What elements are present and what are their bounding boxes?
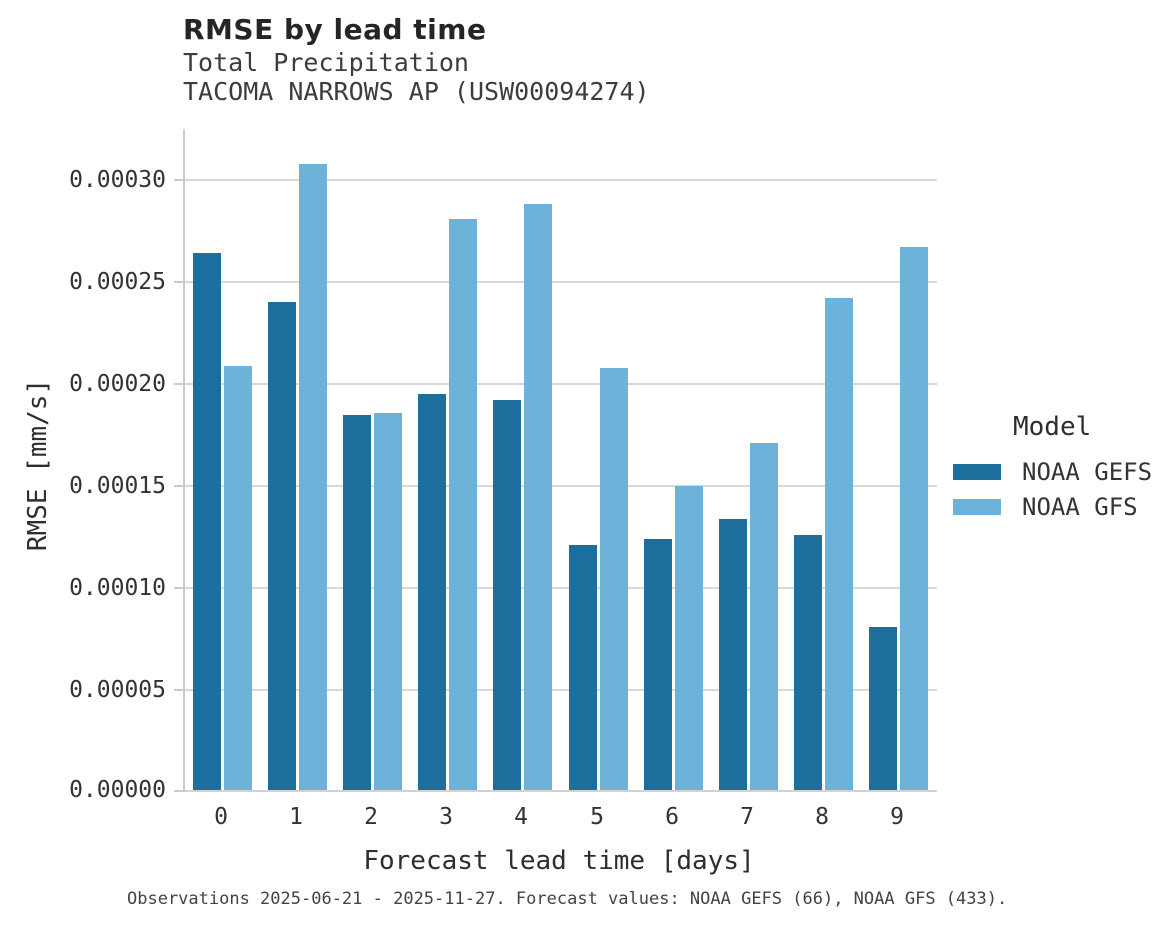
bar-noaa-gefs-lead-8: [794, 535, 822, 790]
y-tick-label: 0.00020: [69, 371, 166, 397]
legend-entry-noaa-gfs: NOAA GFS: [953, 489, 1152, 524]
x-tick-label: 2: [364, 804, 378, 830]
x-tick-label: 8: [815, 804, 829, 830]
plot-area: [174, 129, 937, 792]
y-tick-label: 0.00010: [69, 575, 166, 601]
y-tick-mark: [174, 790, 183, 792]
chart-subtitle-station: TACOMA NARROWS AP (USW00094274): [183, 77, 650, 106]
chart-title: RMSE by lead time: [183, 13, 487, 46]
x-tick-label: 5: [590, 804, 604, 830]
y-tick-mark: [174, 485, 183, 487]
bar-noaa-gefs-lead-4: [493, 400, 521, 790]
bar-noaa-gefs-lead-9: [869, 627, 897, 790]
y-tick-label: 0.00005: [69, 677, 166, 703]
gridline: [185, 485, 937, 487]
bar-noaa-gfs-lead-1: [299, 164, 327, 790]
y-tick-mark: [174, 179, 183, 181]
x-tick-label: 0: [214, 804, 228, 830]
bar-noaa-gefs-lead-7: [719, 519, 747, 790]
y-tick-label: 0.00000: [69, 777, 166, 803]
bar-noaa-gfs-lead-2: [374, 413, 402, 790]
x-tick-label: 6: [665, 804, 679, 830]
x-tick-label: 1: [289, 804, 303, 830]
gridline: [185, 383, 937, 385]
y-tick-label: 0.00030: [69, 167, 166, 193]
gridline: [185, 689, 937, 691]
legend-entry-noaa-gefs: NOAA GEFS: [953, 454, 1152, 489]
legend-swatch-icon: [953, 463, 1001, 480]
bar-noaa-gfs-lead-0: [224, 366, 252, 790]
y-tick-mark: [174, 587, 183, 589]
x-tick-label: 4: [514, 804, 528, 830]
bar-noaa-gfs-lead-4: [524, 204, 552, 790]
gridline: [185, 587, 937, 589]
x-axis-title: Forecast lead time [days]: [363, 846, 755, 876]
x-tick-label: 3: [439, 804, 453, 830]
y-tick-label: 0.00015: [69, 473, 166, 499]
x-axis-baseline: [185, 790, 937, 792]
footnote: Observations 2025-06-21 - 2025-11-27. Fo…: [127, 889, 1008, 909]
bar-noaa-gefs-lead-0: [193, 253, 221, 790]
bar-noaa-gfs-lead-6: [675, 486, 703, 790]
legend-entry-label: NOAA GFS: [1022, 492, 1138, 521]
bar-noaa-gfs-lead-3: [449, 219, 477, 790]
bar-noaa-gefs-lead-6: [644, 539, 672, 790]
x-tick-label: 7: [740, 804, 754, 830]
y-tick-mark: [174, 689, 183, 691]
y-tick-label: 0.00025: [69, 269, 166, 295]
gridline: [185, 179, 937, 181]
bar-noaa-gfs-lead-9: [900, 247, 928, 790]
y-tick-mark: [174, 281, 183, 283]
bar-noaa-gefs-lead-1: [268, 302, 296, 790]
gridline: [185, 281, 937, 283]
chart-subtitle-variable: Total Precipitation: [183, 48, 469, 77]
bar-noaa-gfs-lead-7: [750, 443, 778, 790]
bar-noaa-gefs-lead-5: [569, 545, 597, 790]
x-tick-label: 9: [890, 804, 904, 830]
legend-entry-label: NOAA GEFS: [1022, 457, 1153, 486]
legend-entries: NOAA GEFS NOAA GFS: [953, 454, 1152, 524]
bar-noaa-gfs-lead-8: [825, 298, 853, 790]
bar-noaa-gefs-lead-2: [343, 415, 371, 790]
legend-title: Model: [1013, 412, 1092, 442]
y-tick-mark: [174, 383, 183, 385]
bar-noaa-gfs-lead-5: [600, 368, 628, 790]
legend: Model NOAA GEFS NOAA GFS: [953, 412, 1152, 524]
bar-noaa-gefs-lead-3: [418, 394, 446, 790]
legend-swatch-icon: [953, 498, 1001, 515]
x-axis-tick-labels: 0 1 2 3 4 5 6 7 8 9: [183, 804, 935, 834]
title-block: RMSE by lead time Total Precipitation TA…: [183, 12, 650, 106]
y-axis-tick-labels: 0.00000 0.00005 0.00010 0.00015 0.00020 0.000…: [0, 129, 166, 803]
